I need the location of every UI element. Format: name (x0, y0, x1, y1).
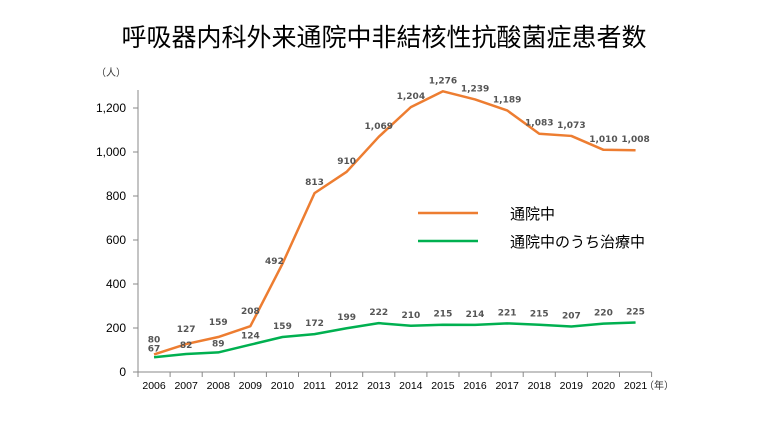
data-label: 199 (337, 313, 356, 323)
y-tick-label: 400 (106, 277, 126, 291)
x-tick-label: 2020 (592, 380, 616, 392)
data-label: 82 (180, 341, 193, 351)
data-label: 1,276 (429, 76, 457, 86)
data-label: 89 (212, 339, 225, 349)
data-label: 207 (562, 311, 581, 321)
x-tick-label: 2012 (335, 380, 359, 392)
x-tick-label: 2019 (560, 380, 584, 392)
data-label: 127 (177, 325, 196, 335)
data-label: 1,083 (525, 119, 553, 129)
x-tick-label: 2015 (431, 380, 455, 392)
data-label: 67 (148, 344, 161, 354)
data-label: 1,239 (461, 84, 489, 94)
y-tick-label: 1,000 (96, 145, 126, 159)
x-tick-label: 2006 (142, 380, 166, 392)
x-tick-label: 2018 (528, 380, 552, 392)
data-label: 214 (466, 310, 485, 320)
x-tick-label: 2009 (239, 380, 263, 392)
data-label: 172 (305, 319, 324, 329)
y-axis-unit: （人） (96, 67, 126, 79)
x-tick-label: 2013 (367, 380, 391, 392)
x-tick-label: 2021 (624, 380, 648, 392)
data-label: 910 (337, 157, 356, 167)
data-label: 215 (530, 310, 549, 320)
data-label: 813 (305, 178, 324, 188)
y-tick-label: 600 (106, 233, 126, 247)
x-axis-unit: （年） (644, 379, 674, 392)
data-label: 80 (148, 335, 161, 345)
data-label: 159 (209, 318, 228, 328)
data-label: 1,069 (365, 122, 393, 132)
data-label: 225 (626, 308, 645, 318)
y-tick-label: 200 (106, 321, 126, 335)
data-label: 1,008 (621, 135, 649, 145)
data-label: 220 (594, 309, 613, 319)
chart-title: 呼吸器内科外来通院中非結核性抗酸菌症患者数 (121, 23, 647, 52)
legend-label: 通院中 (510, 205, 555, 223)
data-label: 221 (498, 308, 517, 318)
x-tick-label: 2008 (207, 380, 231, 392)
x-tick-label: 2010 (271, 380, 295, 392)
x-tick-label: 2007 (174, 380, 198, 392)
data-label: 1,073 (557, 121, 585, 131)
data-label: 215 (434, 310, 453, 320)
x-tick-label: 2016 (463, 380, 487, 392)
data-label: 222 (369, 308, 388, 318)
y-tick-label: 1,200 (96, 101, 126, 115)
data-label: 1,010 (589, 135, 617, 145)
data-label: 159 (273, 322, 292, 332)
series-line-outpatient (153, 90, 636, 356)
data-label: 208 (241, 307, 260, 317)
y-tick-label: 0 (119, 365, 126, 379)
data-label: 210 (401, 311, 420, 321)
x-tick-label: 2011 (303, 380, 326, 392)
series-line-treating (153, 321, 636, 359)
legend-label: 通院中のうち治療中 (510, 233, 645, 251)
data-label: 1,204 (397, 92, 425, 102)
y-tick-label: 800 (106, 189, 126, 203)
data-label: 492 (265, 257, 284, 267)
x-tick-label: 2017 (495, 380, 519, 392)
data-label: 124 (241, 332, 260, 342)
data-label: 1,189 (493, 95, 521, 105)
x-tick-label: 2014 (399, 380, 423, 392)
